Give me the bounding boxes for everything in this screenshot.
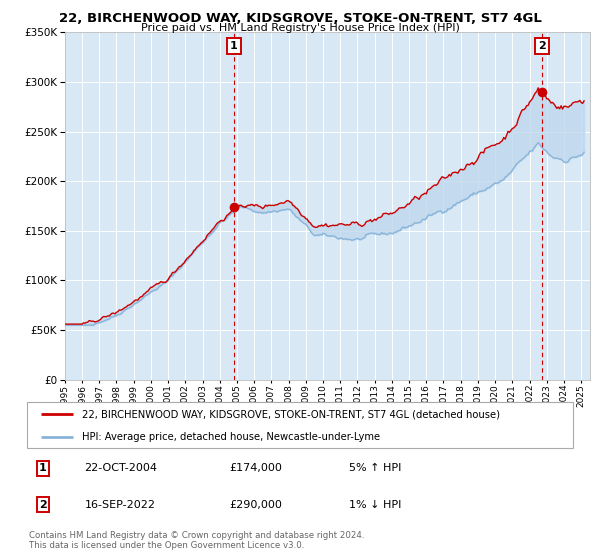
Text: £290,000: £290,000 [229, 500, 282, 510]
Text: 1: 1 [39, 463, 47, 473]
Text: 1: 1 [230, 41, 238, 51]
Text: 2: 2 [39, 500, 47, 510]
Text: 16-SEP-2022: 16-SEP-2022 [85, 500, 155, 510]
Text: 22, BIRCHENWOOD WAY, KIDSGROVE, STOKE-ON-TRENT, ST7 4GL (detached house): 22, BIRCHENWOOD WAY, KIDSGROVE, STOKE-ON… [82, 409, 500, 419]
Text: 22, BIRCHENWOOD WAY, KIDSGROVE, STOKE-ON-TRENT, ST7 4GL: 22, BIRCHENWOOD WAY, KIDSGROVE, STOKE-ON… [59, 12, 541, 25]
Text: 1% ↓ HPI: 1% ↓ HPI [349, 500, 401, 510]
Text: Contains HM Land Registry data © Crown copyright and database right 2024.
This d: Contains HM Land Registry data © Crown c… [29, 531, 364, 550]
Text: 22-OCT-2004: 22-OCT-2004 [85, 463, 157, 473]
Text: Price paid vs. HM Land Registry's House Price Index (HPI): Price paid vs. HM Land Registry's House … [140, 23, 460, 33]
Text: £174,000: £174,000 [229, 463, 282, 473]
Text: 5% ↑ HPI: 5% ↑ HPI [349, 463, 401, 473]
Text: 2: 2 [538, 41, 545, 51]
Text: HPI: Average price, detached house, Newcastle-under-Lyme: HPI: Average price, detached house, Newc… [82, 432, 380, 441]
